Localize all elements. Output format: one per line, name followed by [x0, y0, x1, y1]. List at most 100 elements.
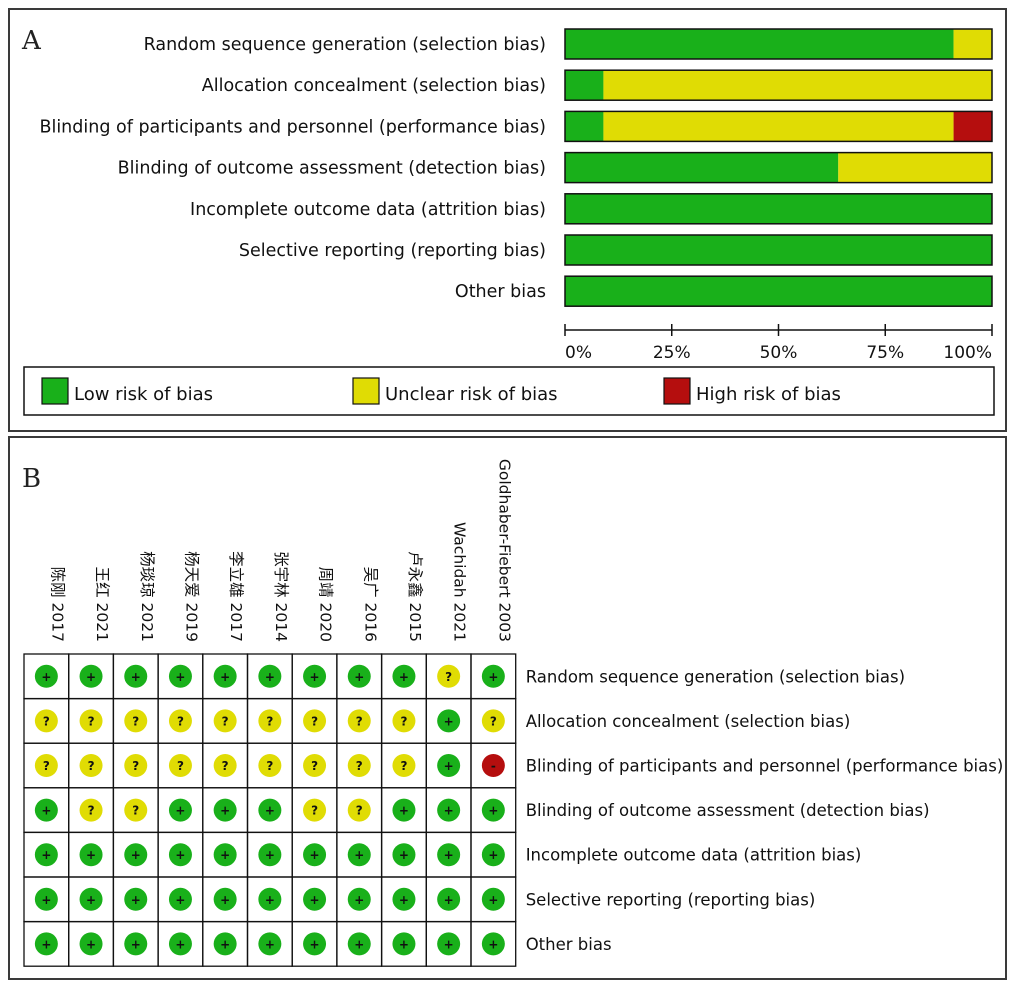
- study-label: 杨天爱 2019: [182, 551, 200, 642]
- rating-symbol: ?: [132, 714, 139, 728]
- rating-low-icon: [213, 932, 237, 956]
- bar-outline: [564, 193, 993, 225]
- rating-low-icon: [213, 798, 237, 822]
- rating-symbol: ?: [132, 759, 139, 773]
- rating-low-icon: [437, 754, 461, 777]
- rating-symbol: ?: [356, 714, 363, 728]
- rating-high-icon: [481, 754, 505, 777]
- rating-low-icon: [168, 887, 192, 911]
- rating-symbol: +: [444, 893, 454, 907]
- rating-symbol: +: [41, 804, 51, 818]
- rating-symbol: +: [265, 804, 275, 818]
- rating-unclear-icon: [303, 798, 327, 822]
- rating-low-icon: [168, 843, 192, 867]
- rating-unclear-icon: [79, 798, 103, 822]
- rating-symbol: +: [354, 670, 364, 684]
- legend-label: Unclear risk of bias: [385, 384, 558, 405]
- rating-low-icon: [303, 843, 327, 867]
- rating-symbol: ?: [356, 759, 363, 773]
- legend-swatch: [663, 377, 691, 405]
- rating-low-icon: [258, 932, 282, 956]
- rating-low-icon: [258, 843, 282, 867]
- rating-unclear-icon: [213, 709, 237, 733]
- category-label: Incomplete outcome data (attrition bias): [190, 200, 546, 220]
- rating-unclear-icon: [392, 754, 416, 777]
- rating-low-icon: [213, 887, 237, 911]
- bar-segment: [838, 152, 992, 183]
- rating-symbol: ?: [490, 714, 497, 728]
- rating-low-icon: [481, 843, 505, 867]
- rating-unclear-icon: [303, 754, 327, 777]
- rating-low-icon: [481, 798, 505, 822]
- rating-unclear-icon: [213, 754, 237, 777]
- bar-segment: [953, 111, 992, 142]
- rating-low-icon: [392, 932, 416, 956]
- rating-symbol: +: [488, 804, 498, 818]
- rating-symbol: ?: [88, 759, 95, 773]
- bar-outline: [564, 69, 993, 101]
- category-label: Random sequence generation (selection bi…: [144, 35, 546, 55]
- category-label: Blinding of participants and personnel (…: [39, 117, 546, 137]
- category-label: Allocation concealment (selection bias): [202, 76, 546, 96]
- risk-of-bias-summary-chart: Random sequence generation (selection bi…: [23, 28, 995, 416]
- legend-label: High risk of bias: [696, 384, 841, 405]
- rating-symbol: +: [399, 804, 409, 818]
- rating-low-icon: [34, 843, 58, 867]
- rating-symbol: +: [175, 937, 185, 951]
- x-tick-label: 50%: [760, 343, 798, 363]
- rating-low-icon: [392, 843, 416, 867]
- rating-low-icon: [168, 932, 192, 956]
- domain-label: Blinding of outcome assessment (detectio…: [526, 801, 930, 820]
- rating-low-icon: [258, 664, 282, 688]
- study-label: 杨琰琼 2021: [138, 551, 156, 642]
- rating-symbol: ?: [311, 714, 318, 728]
- rating-symbol: ?: [132, 804, 139, 818]
- rating-low-icon: [79, 887, 103, 911]
- rating-symbol: ?: [400, 759, 407, 773]
- rating-symbol: +: [265, 670, 275, 684]
- rating-unclear-icon: [124, 798, 148, 822]
- rating-symbol: ?: [88, 804, 95, 818]
- bar-outline: [564, 28, 993, 60]
- legend-label: Low risk of bias: [74, 384, 213, 405]
- rating-symbol: +: [444, 714, 454, 728]
- rating-unclear-icon: [34, 754, 58, 777]
- rating-unclear-icon: [258, 709, 282, 733]
- rating-symbol: ?: [43, 759, 50, 773]
- rating-low-icon: [481, 887, 505, 911]
- rating-low-icon: [124, 664, 148, 688]
- rating-unclear-icon: [347, 798, 371, 822]
- legend-swatch: [41, 377, 69, 405]
- rating-symbol: +: [310, 937, 320, 951]
- study-label: 张宇林 2014: [272, 551, 290, 642]
- rating-unclear-icon: [79, 754, 103, 777]
- rating-symbol: +: [444, 804, 454, 818]
- rating-symbol: +: [131, 670, 141, 684]
- domain-label: Random sequence generation (selection bi…: [526, 667, 905, 686]
- rating-low-icon: [392, 887, 416, 911]
- rating-low-icon: [34, 932, 58, 956]
- grid-cell: [470, 920, 517, 967]
- rating-low-icon: [79, 843, 103, 867]
- study-label: Wachidah 2021: [451, 522, 469, 642]
- rating-low-icon: [34, 798, 58, 822]
- bar-outline: [564, 110, 993, 143]
- rating-symbol: +: [488, 848, 498, 862]
- panel-b: B 陈刚 2017 王红 2021 杨琰琼 2021 杨天爱 2019 李立雄 2017…: [8, 436, 1007, 980]
- study-label: 周靖 2020: [317, 567, 335, 642]
- rating-unclear-icon: [79, 709, 103, 733]
- rating-unclear-icon: [481, 709, 505, 733]
- rating-unclear-icon: [392, 709, 416, 733]
- legend-swatch: [352, 377, 380, 405]
- rating-symbol: ?: [177, 714, 184, 728]
- rating-symbol: +: [444, 937, 454, 951]
- rating-unclear-icon: [168, 754, 192, 777]
- rating-symbol: +: [399, 848, 409, 862]
- rating-symbol: +: [265, 937, 275, 951]
- rating-low-icon: [34, 664, 58, 688]
- rating-symbol: +: [444, 759, 454, 773]
- rating-symbol: +: [220, 848, 230, 862]
- rating-symbol: +: [220, 670, 230, 684]
- rating-symbol: +: [86, 848, 96, 862]
- rating-symbol: +: [41, 937, 51, 951]
